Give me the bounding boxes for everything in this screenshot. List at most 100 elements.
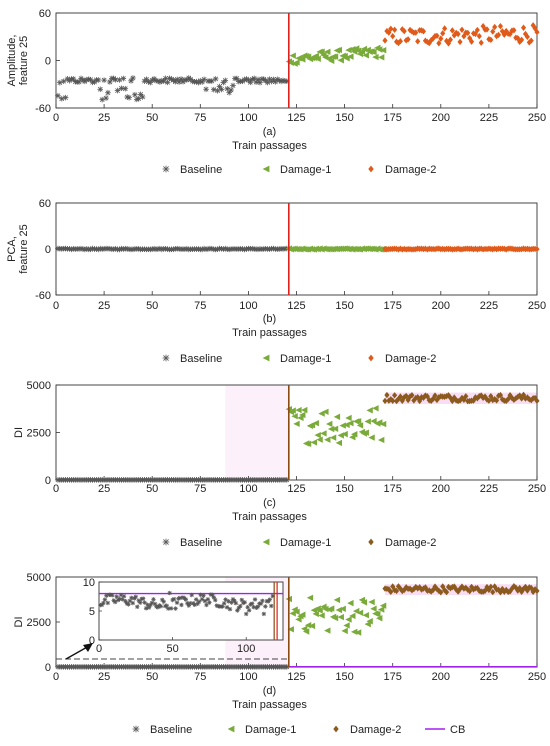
baseline-point (97, 86, 104, 93)
damage-2-point (494, 397, 500, 404)
panel-a: 0 25 50 75 100 125 150 175 200 225 250-60060Amplit… (6, 8, 546, 176)
x-tick-label: 200 (432, 483, 450, 495)
baseline-point (207, 600, 212, 605)
x-tick-label: 75 (194, 671, 206, 683)
baseline-point (102, 597, 108, 602)
damage-1-point (337, 432, 344, 439)
baseline-point (216, 83, 223, 90)
damage-2-point (497, 22, 504, 30)
damage-1-point (316, 607, 323, 614)
x-tick-label: 25 (98, 300, 110, 312)
damage-1-point (306, 594, 314, 601)
damage-1-point (351, 628, 358, 636)
damage-1-point (327, 425, 335, 433)
legend: Baseline Damage-1 Damage-2 CB (132, 724, 465, 736)
baseline-point (121, 594, 127, 599)
damage-2-point (395, 39, 402, 47)
y-tick-label: 60 (39, 198, 51, 210)
damage-1-point (368, 434, 375, 441)
baseline-point (213, 597, 218, 603)
x-tick-label: 125 (287, 300, 305, 312)
damage-1-point (331, 53, 339, 60)
damage-2-point (515, 34, 521, 42)
baseline-point (128, 78, 134, 84)
x-tick-label: 200 (432, 671, 450, 683)
damage-1-point (360, 599, 368, 606)
baseline-point (118, 85, 125, 92)
damage-2-point (393, 587, 400, 595)
panel-c: 0 25 50 75 100 125 150 175 200 225 250025005000DI(… (13, 380, 546, 549)
baseline-point (110, 593, 115, 598)
damage-2-point (409, 587, 415, 594)
baseline-point (140, 596, 146, 601)
damage-1-point (324, 48, 331, 55)
damage-2-point (388, 588, 394, 596)
baseline-point (112, 599, 118, 605)
baseline-point (233, 600, 239, 606)
damage-1-point (372, 405, 379, 412)
damage-2-point (455, 30, 461, 38)
baseline-point (177, 595, 183, 601)
legend-entry: Damage-1 (280, 164, 331, 176)
baseline-point (162, 165, 170, 173)
baseline-point (242, 600, 247, 605)
damage-1-point (318, 48, 325, 55)
x-tick-label: 250 (528, 112, 546, 124)
legend: Baseline Damage-1 Damage-2 (162, 537, 436, 549)
damage-1-point (377, 436, 385, 444)
damage-2-point (534, 587, 540, 595)
damage-2-point (524, 394, 530, 401)
baseline-point (168, 606, 174, 611)
damage-2-point (463, 393, 469, 400)
damage-2-point (520, 391, 527, 399)
x-axis-label: Train passages (232, 327, 307, 339)
damage-1-point (343, 622, 350, 629)
baseline-point (179, 602, 184, 608)
baseline-point (174, 600, 180, 605)
baseline-point (167, 590, 172, 596)
damage-2-point (534, 397, 540, 405)
damage-1-point (370, 48, 377, 56)
damage-2-point (520, 585, 527, 593)
damage-2-point (486, 586, 492, 594)
x-tick-label: 50 (146, 483, 158, 495)
baseline-point (162, 354, 170, 362)
x-tick-label: 175 (384, 671, 402, 683)
damage-2-point (534, 245, 540, 253)
damage-1-point (324, 627, 331, 634)
damage-1-point (329, 434, 337, 441)
baseline-point (224, 605, 230, 610)
damage-2-point (409, 391, 415, 399)
x-tick-label: 100 (239, 483, 257, 495)
baseline-point (173, 606, 178, 611)
damage-1-point (374, 610, 381, 618)
damage-2-point (403, 392, 409, 400)
baseline-point (126, 94, 132, 101)
damage-1-point (299, 56, 306, 63)
damage-2-point (393, 38, 400, 45)
damage-1-point (345, 46, 352, 54)
damage-2-point (515, 393, 521, 401)
baseline-point (244, 611, 249, 617)
baseline-point (101, 600, 106, 606)
damage-1-point (293, 59, 300, 66)
damage-1-point (335, 606, 343, 614)
y-axis-label: PCA, (6, 236, 18, 262)
damage-2-point (453, 29, 459, 37)
damage-1-point (354, 47, 362, 54)
baseline-point (212, 76, 219, 82)
damage-2-point (384, 391, 390, 399)
x-tick-label: 175 (384, 300, 402, 312)
x-tick-label: 50 (146, 112, 158, 124)
damage-2-point (399, 587, 405, 595)
y-axis-label: Amplitude, (6, 35, 18, 87)
baseline-point (60, 78, 67, 85)
damage-1-point (300, 406, 308, 414)
damage-2-point (511, 583, 517, 590)
damage-1-point (376, 46, 383, 53)
damage-1-point (262, 354, 270, 362)
damage-1-point (377, 54, 385, 61)
damage-1-point (304, 622, 312, 629)
baseline-point (137, 91, 144, 98)
x-tick-label: 0 (53, 483, 59, 495)
